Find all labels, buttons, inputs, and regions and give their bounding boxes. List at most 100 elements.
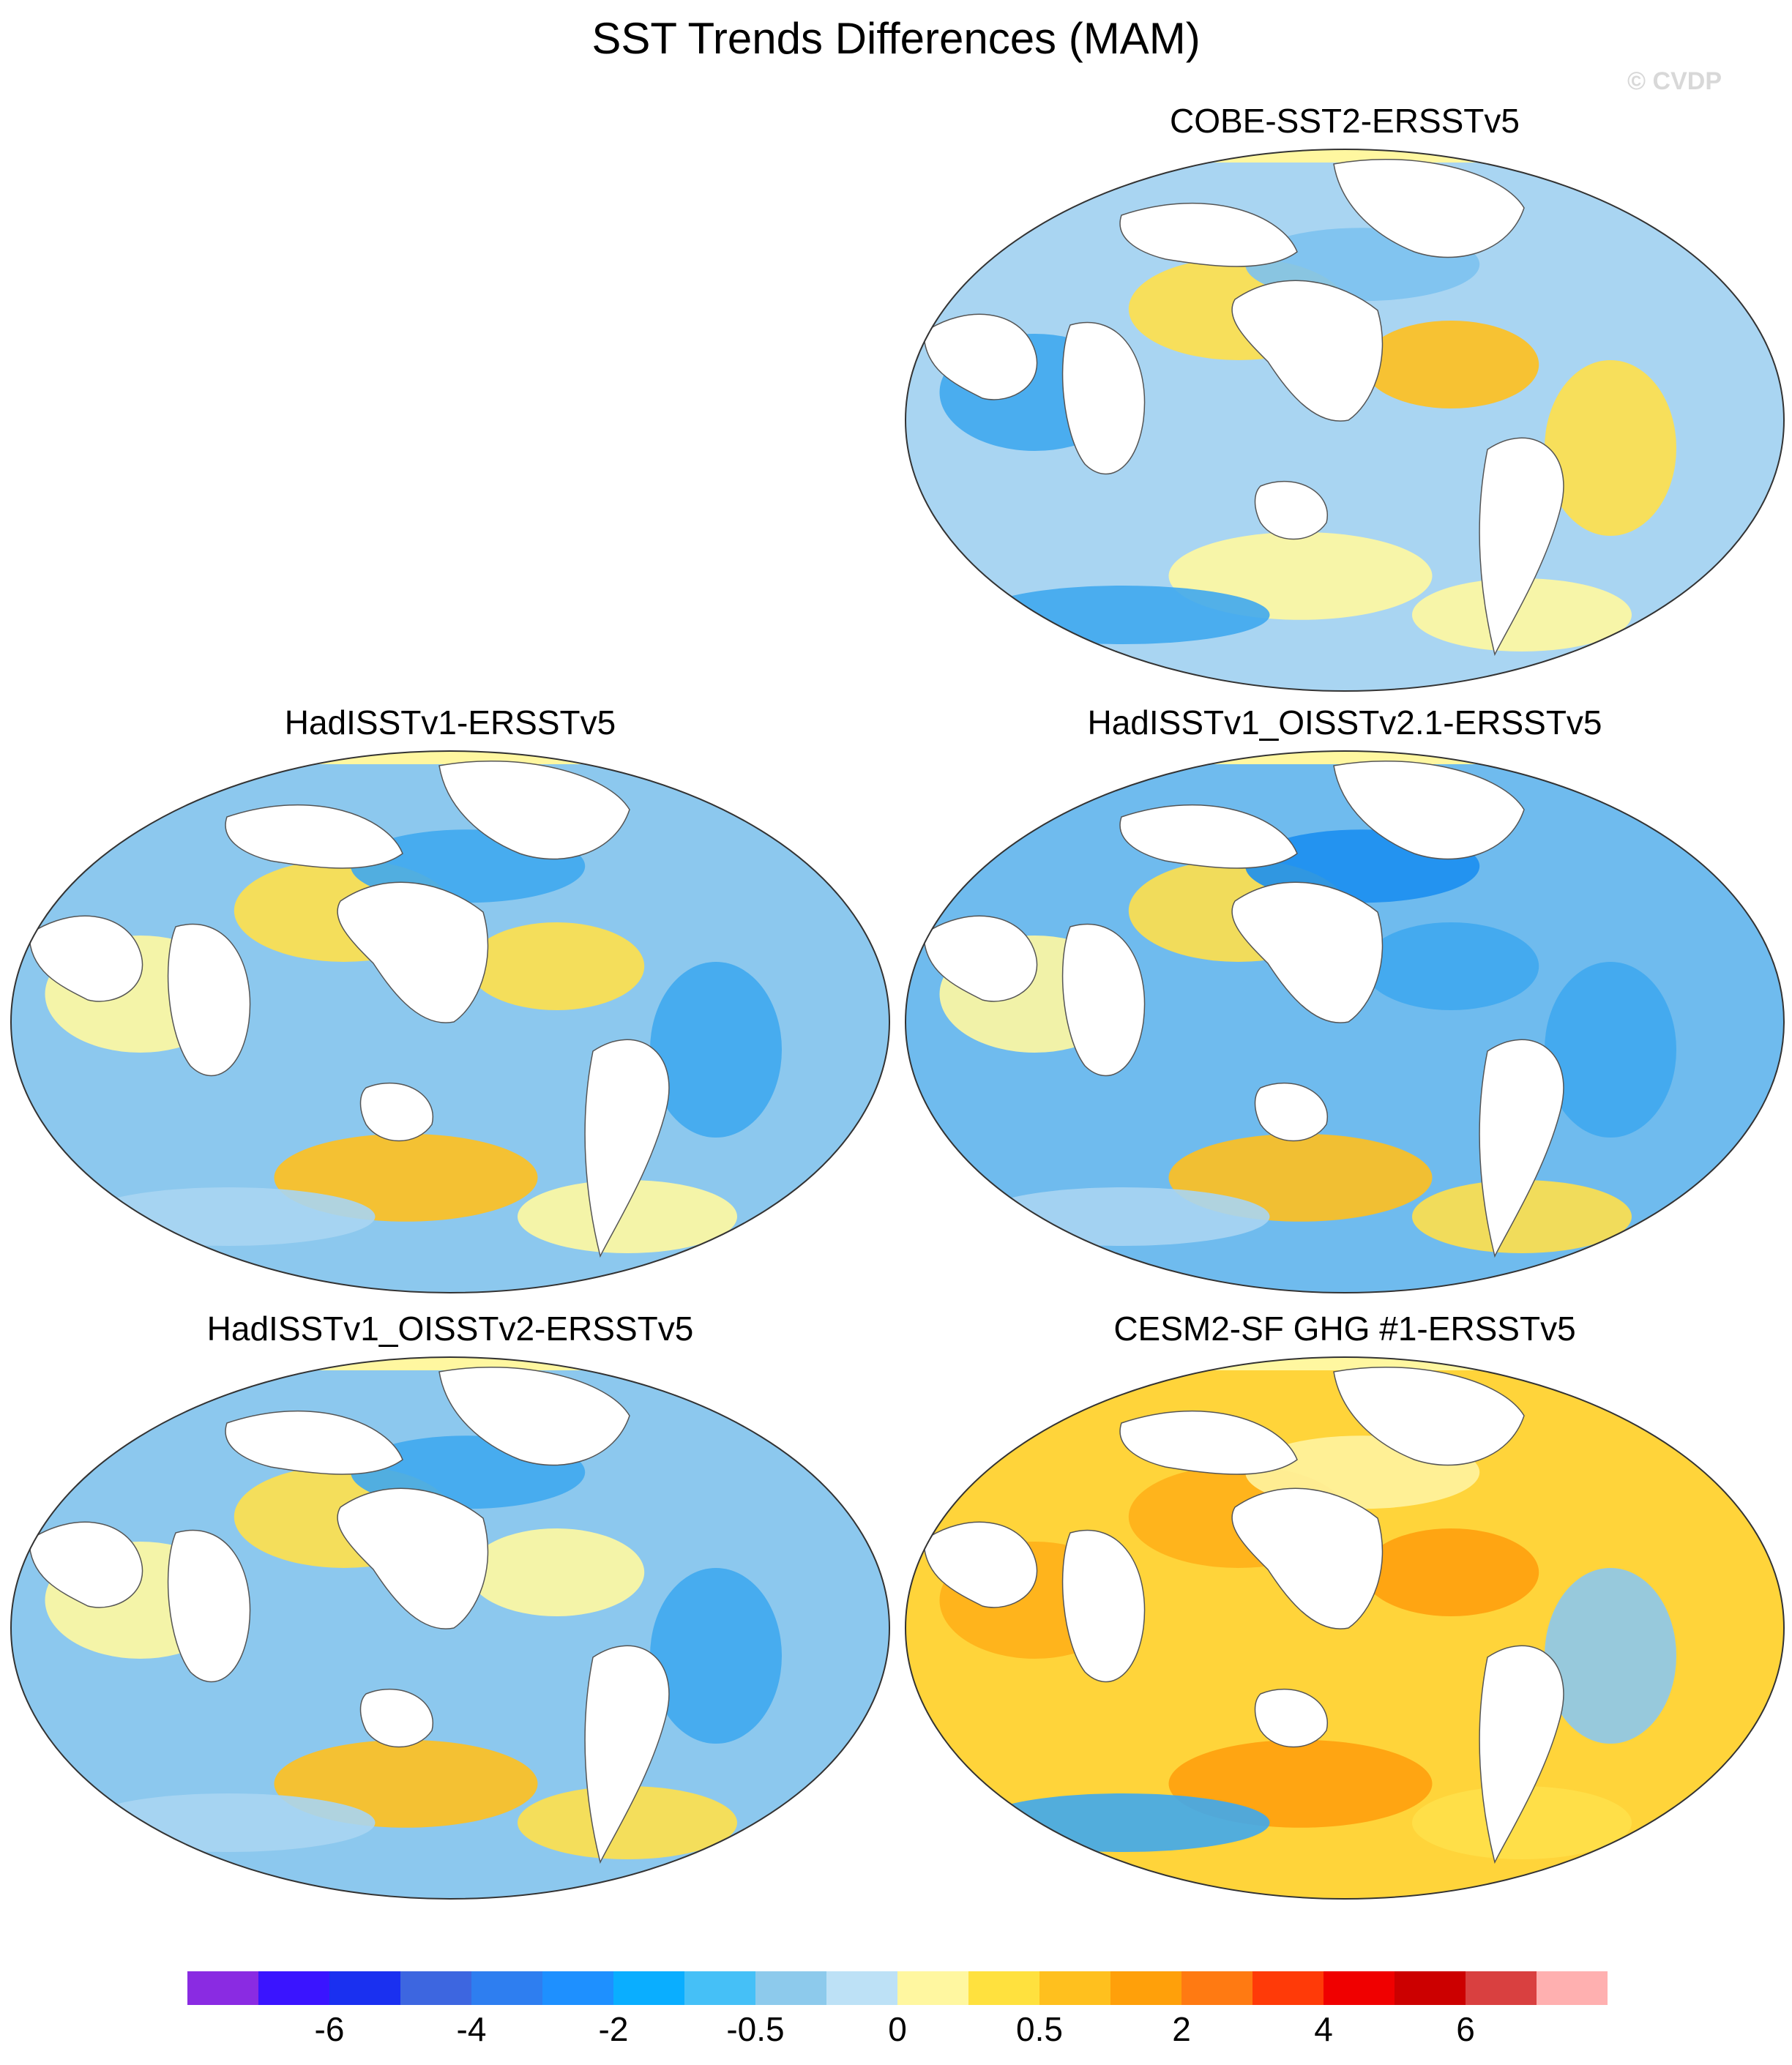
ocean-field [11,751,889,1293]
map-cesm2 [905,1356,1785,1900]
colorbar-tick-label: 0.5 [1016,2010,1063,2048]
map-outline [905,750,1785,1293]
map-panel-cesm2: CESM2-SF GHG #1-ERSSTv5 [902,1309,1788,1909]
sst-anomaly-region [82,1793,376,1852]
continent-landmass [1231,1487,1384,1629]
continent-landmass [225,1410,403,1475]
ocean-field [906,1357,1784,1899]
panel-title: HadISSTv1-ERSSTv5 [284,703,616,742]
sst-anomaly-region [1412,1180,1632,1253]
sst-anomaly-region [468,1528,645,1616]
sst-anomaly-region [1363,1528,1539,1616]
colorbar-swatch [542,1971,613,2005]
colorbar-swatch [258,1971,329,2005]
colorbar-swatch [1252,1971,1324,2005]
panel-title: COBE-SST2-ERSSTv5 [1170,102,1520,140]
colorbar-swatch [684,1971,755,2005]
colorbar-tick-label: -4 [456,2010,487,2048]
sst-anomaly-region [82,1187,376,1246]
sst-anomaly-region [1545,360,1676,536]
continent-landmass [923,313,1038,400]
continent-landmass [167,923,251,1077]
continent-landmass [337,1487,489,1629]
continent-landmass [167,1529,251,1683]
map-outline [905,149,1785,692]
ocean-field [906,751,1784,1293]
continent-landmass [1119,1410,1298,1475]
continent-landmass [438,760,630,860]
continent-landmass [1254,480,1329,540]
continent-landmass [923,915,1038,1002]
map-outline [905,1356,1785,1900]
colorbar-tick-label: -2 [598,2010,629,2048]
ocean-field [11,1357,889,1899]
sst-anomaly-region [518,1180,737,1253]
map-hadisst [10,750,890,1293]
sst-anomaly-region [977,1187,1270,1246]
colorbar-tick-label: 6 [1456,2010,1475,2048]
continent-landmass [1119,804,1298,869]
colorbar-swatch [1395,1971,1466,2005]
continent-landmass [1333,1366,1525,1466]
continent-landmass [584,1645,670,1864]
continent-landmass [1061,923,1146,1077]
continent-landmass [1061,1529,1146,1683]
continent-landmass [359,1082,434,1142]
colorbar-swatch [187,1971,258,2005]
continent-landmass [359,1688,434,1748]
colorbar-swatch [400,1971,471,2005]
colorbar [187,1971,1608,2005]
sst-anomaly-region [1545,1568,1676,1744]
sst-anomaly-region [1363,321,1539,408]
continent-landmass [1479,437,1564,657]
continent-landmass [1254,1082,1329,1142]
continent-landmass [1333,760,1525,860]
colorbar-swatch [968,1971,1039,2005]
colorbar-labels: -6 -4 -2 -0.5 0 0.5 2 4 6 [187,2009,1608,2053]
continent-landmass [29,1521,143,1608]
continent-landmass [337,881,489,1023]
sst-anomaly-region [518,1786,737,1859]
continent-landmass [438,1366,630,1466]
colorbar-swatch [329,1971,400,2005]
map-panel-hadisst-oisst2: HadISSTv1_OISSTv2-ERSSTv5 [7,1309,893,1909]
panel-title: HadISSTv1_OISSTv2.1-ERSSTv5 [1087,703,1602,742]
sst-anomaly-region [1545,962,1676,1138]
colorbar-swatch [1039,1971,1110,2005]
continent-landmass [29,915,143,1002]
map-hadisst-oisst21 [905,750,1785,1293]
watermark: © CVDP [1627,67,1722,95]
continent-landmass [923,1521,1038,1608]
continent-landmass [1333,158,1525,258]
colorbar-swatch [1110,1971,1181,2005]
continent-landmass [225,804,403,869]
map-outline [10,1356,890,1900]
colorbar-tick-label: 2 [1172,2010,1191,2048]
colorbar-swatch [826,1971,897,2005]
sst-anomaly-region [977,1793,1270,1852]
colorbar-swatch [613,1971,684,2005]
continent-landmass [1119,202,1298,267]
colorbar-swatch [1537,1971,1608,2005]
continent-landmass [1479,1039,1564,1258]
colorbar-tick-label: -0.5 [726,2010,785,2048]
map-cobe [905,149,1785,692]
colorbar-swatch [1324,1971,1395,2005]
sst-anomaly-region [650,962,782,1138]
colorbar-swatch [471,1971,542,2005]
sst-anomaly-region [1363,922,1539,1010]
sst-anomaly-region [1412,1786,1632,1859]
map-hadisst-oisst2 [10,1356,890,1900]
panel-title: CESM2-SF GHG #1-ERSSTv5 [1113,1310,1576,1348]
sst-anomaly-region [468,922,645,1010]
continent-landmass [1061,321,1146,475]
map-panel-hadisst-oisst21: HadISSTv1_OISSTv2.1-ERSSTv5 [902,703,1788,1303]
sst-anomaly-region [1412,578,1632,651]
continent-landmass [1254,1688,1329,1748]
map-outline [10,750,890,1293]
colorbar-swatch [755,1971,826,2005]
ocean-field [906,149,1784,691]
colorbar-swatch [1181,1971,1252,2005]
sst-anomaly-region [650,1568,782,1744]
sst-anomaly-region [977,586,1270,644]
